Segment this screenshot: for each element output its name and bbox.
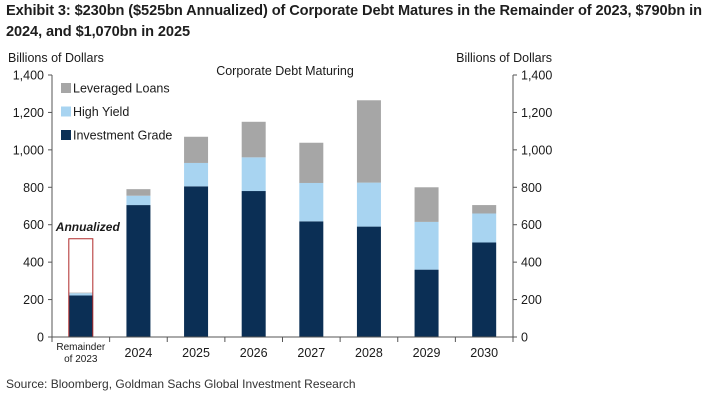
bar-investment-grade [356,226,381,337]
x-tick-label: 2028 [355,346,383,360]
bar-high-yield [184,162,209,187]
legend-label-leveraged-loans: Leveraged Loans [73,82,170,96]
y-axis-label-left: Billions of Dollars [8,51,104,65]
y-tick-label-left: 200 [23,293,44,307]
y-tick-label-right: 400 [521,256,542,270]
bar-investment-grade [68,295,93,337]
x-tick-label: 2026 [240,346,268,360]
y-tick-label-left: 600 [23,218,44,232]
y-axis-label-right: Billions of Dollars [456,51,552,65]
legend-label-investment-grade: Investment Grade [73,129,172,143]
bar-investment-grade [299,221,324,337]
bar-leveraged-loans [299,142,324,183]
bar-high-yield [299,182,324,222]
y-tick-label-left: 1,400 [13,69,44,83]
legend-label-high-yield: High Yield [73,105,129,119]
bar-high-yield [241,157,266,192]
x-tick-label: 2024 [125,346,153,360]
legend-swatch-high-yield [61,106,71,117]
source-note: Source: Bloomberg, Goldman Sachs Global … [6,377,356,391]
bar-leveraged-loans [414,187,439,222]
bar-high-yield [68,293,93,296]
bar-investment-grade [472,242,497,337]
y-tick-label-left: 400 [23,256,44,270]
bar-high-yield [356,182,381,227]
bar-investment-grade [126,205,151,337]
bar-investment-grade [184,186,209,337]
y-tick-label-right: 200 [521,293,542,307]
bar-high-yield [414,221,439,270]
bar-leveraged-loans [356,100,381,183]
x-tick-label: 2029 [413,346,441,360]
bar-investment-grade [414,269,439,337]
bar-high-yield [472,213,497,243]
bar-leveraged-loans [184,136,209,163]
y-tick-label-left: 1,000 [13,143,44,157]
y-tick-label-right: 1,400 [521,69,552,83]
y-tick-label-right: 800 [521,181,542,195]
y-tick-label-right: 1,000 [521,143,552,157]
y-tick-label-right: 600 [521,218,542,232]
x-tick-label: 2030 [470,346,498,360]
x-tick-label: of 2023 [64,354,98,365]
bar-leveraged-loans [126,189,151,196]
bar-leveraged-loans [472,205,497,214]
y-tick-label-right: 1,200 [521,106,552,120]
chart-title: Corporate Debt Maturing [216,64,354,78]
x-tick-label: 2025 [182,346,210,360]
x-tick-label: 2027 [297,346,325,360]
legend-swatch-investment-grade [61,130,71,140]
bar-investment-grade [241,191,266,337]
y-tick-label-left: 800 [23,181,44,195]
annualized-label: Annualized [55,220,121,234]
y-tick-label-left: 0 [37,331,44,345]
bar-leveraged-loans [68,292,93,294]
y-tick-label-right: 0 [521,331,528,345]
bar-high-yield [126,195,151,206]
legend-swatch-leveraged-loans [61,83,71,93]
page-title: Exhibit 3: $230bn ($525bn Annualized) of… [6,3,702,40]
x-tick-label: Remainder [56,342,106,353]
bar-leveraged-loans [241,121,266,158]
y-tick-label-left: 1,200 [13,106,44,120]
